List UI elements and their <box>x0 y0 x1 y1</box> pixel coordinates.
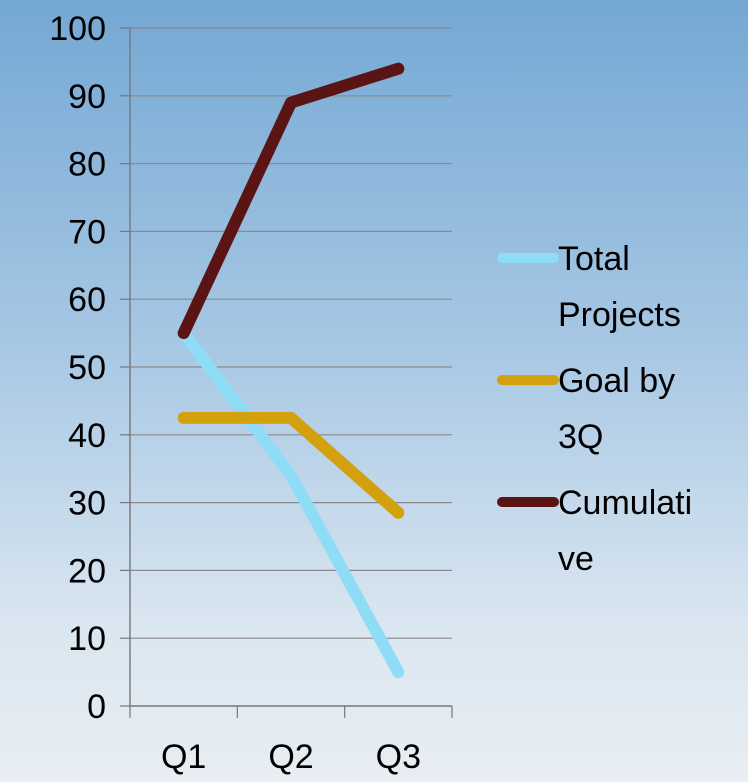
legend: Total Projects Goal by 3Q Cumulati ve <box>497 240 692 578</box>
legend-label: Total <box>558 240 630 278</box>
legend-label: Goal by <box>558 362 675 400</box>
y-tick-label: 40 <box>68 417 106 455</box>
x-tick-label: Q2 <box>268 738 313 776</box>
x-axis-tick-labels: Q1 Q2 Q3 <box>161 738 421 776</box>
series-line-3 <box>177 62 405 340</box>
x-tick-label: Q3 <box>376 738 421 776</box>
legend-label: 3Q <box>558 418 603 456</box>
gridlines <box>130 27 452 639</box>
y-tick-label: 50 <box>68 349 106 387</box>
y-tick-label: 20 <box>68 552 106 590</box>
y-tick-label: 80 <box>68 146 106 184</box>
legend-label: ve <box>558 540 594 578</box>
series-line-2 <box>177 411 405 519</box>
y-tick-label: 100 <box>49 10 106 48</box>
legend-label: Cumulati <box>558 484 692 522</box>
series-lines <box>177 62 405 679</box>
y-tick-label: 60 <box>68 281 106 319</box>
series-line-1 <box>177 327 405 679</box>
axes <box>120 27 453 718</box>
y-tick-label: 10 <box>68 620 106 658</box>
y-tick-label: 70 <box>68 213 106 251</box>
y-tick-label: 30 <box>68 485 106 523</box>
y-axis-tick-labels: 0 10 20 30 40 50 60 70 80 90 100 <box>49 10 106 726</box>
y-tick-label: 90 <box>68 78 106 116</box>
x-tick-label: Q1 <box>161 738 206 776</box>
legend-label: Projects <box>558 296 681 334</box>
y-tick-label: 0 <box>87 688 106 726</box>
